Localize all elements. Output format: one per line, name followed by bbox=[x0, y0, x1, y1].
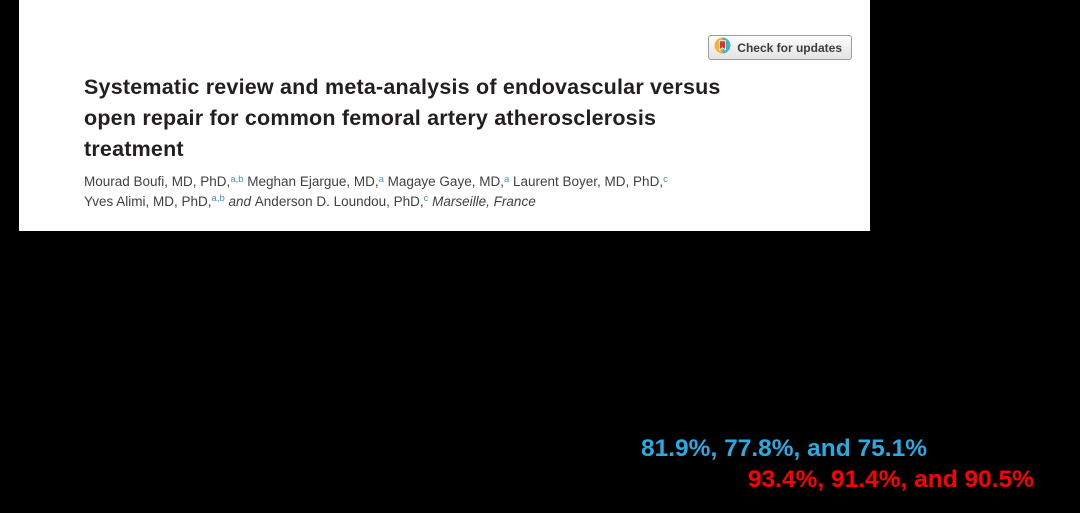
author-affiliation-superscript: a,b bbox=[211, 193, 225, 204]
author-name: Mourad Boufi, MD, PhD, bbox=[84, 174, 231, 189]
author-name: Magaye Gaye, MD, bbox=[383, 174, 504, 189]
author-name: Yves Alimi, MD, PhD, bbox=[84, 193, 212, 209]
article-header-card: Check for updates Systematic review and … bbox=[19, 0, 870, 231]
paper-title-line: treatment bbox=[84, 137, 184, 161]
author-list: Mourad Boufi, MD, PhD,a,b Meghan Ejargue… bbox=[84, 172, 668, 211]
author-line-1: Mourad Boufi, MD, PhD,a,b Meghan Ejargue… bbox=[84, 172, 668, 192]
author-name: Laurent Boyer, MD, PhD, bbox=[509, 174, 664, 189]
check-for-updates-label: Check for updates bbox=[737, 40, 842, 55]
author-affiliation-superscript: a bbox=[503, 173, 510, 185]
paper-title: Systematic review and meta-analysis of e… bbox=[84, 72, 721, 165]
author-location: Marseille, France bbox=[428, 193, 536, 209]
and-conjunction: and bbox=[224, 193, 255, 209]
author-name: Meghan Ejargue, MD, bbox=[243, 174, 379, 189]
paper-title-line: Systematic review and meta-analysis of e… bbox=[84, 75, 721, 99]
author-name: Anderson D. Loundou, PhD, bbox=[254, 193, 424, 209]
check-for-updates-button[interactable]: Check for updates bbox=[708, 35, 852, 60]
author-affiliation-superscript: a bbox=[378, 173, 384, 185]
crossmark-icon bbox=[714, 37, 731, 59]
endovascular-patency-rates-highlight: 81.9%, 77.8%, and 75.1% bbox=[641, 435, 927, 462]
open-repair-patency-rates-highlight: 93.4%, 91.4%, and 90.5% bbox=[748, 466, 1034, 493]
author-affiliation-superscript: c bbox=[423, 193, 429, 204]
author-affiliation-superscript: c bbox=[663, 173, 668, 185]
author-affiliation-superscript: a,b bbox=[230, 173, 244, 185]
author-line-2: Yves Alimi, MD, PhD,a,b and Anderson D. … bbox=[84, 192, 668, 212]
paper-title-line: open repair for common femoral artery at… bbox=[84, 106, 657, 130]
